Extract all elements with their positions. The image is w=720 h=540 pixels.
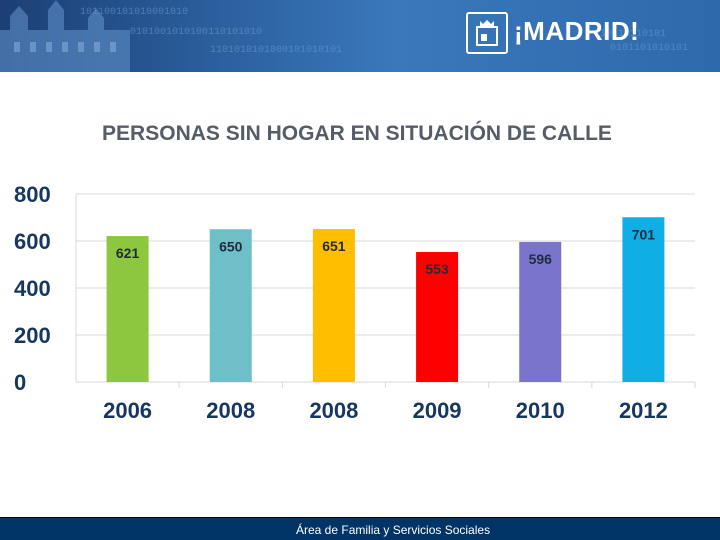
data-label: 651 (322, 238, 346, 254)
madrid-brand-text: ¡MADRID! (514, 16, 640, 46)
madrid-shield-icon (466, 12, 508, 54)
data-label: 553 (425, 261, 449, 277)
bar-2012 (622, 217, 665, 382)
y-tick-label: 600 (14, 229, 51, 254)
footer-bar: Área de Familia y Servicios Sociales (0, 517, 720, 540)
svg-text:1101010101000101010101: 1101010101000101010101 (210, 45, 342, 56)
x-tick-label: 2006 (103, 398, 152, 423)
bar-2009 (416, 252, 459, 382)
x-tick-label: 2009 (413, 398, 462, 423)
data-label: 621 (116, 245, 140, 261)
y-tick-label: 0 (14, 370, 26, 395)
x-tick-label: 2008 (206, 398, 255, 423)
chart-title: PERSONAS SIN HOGAR EN SITUACIÓN DE CALLE (102, 122, 612, 145)
data-label: 701 (632, 226, 656, 242)
bar-2008 (312, 229, 355, 382)
svg-text:10110110101: 10110110101 (600, 29, 666, 40)
svg-text:0101001010100110101010: 0101001010100110101010 (130, 27, 262, 38)
binary-pattern: 101100101010001010 010100101010011010101… (0, 0, 688, 72)
bar-2008 (209, 229, 252, 382)
data-label: 650 (219, 238, 243, 254)
bar-2010 (519, 241, 562, 382)
footer-label: Área de Familia y Servicios Sociales (296, 523, 491, 537)
madrid-logo[interactable]: ¡MADRID! (462, 8, 639, 58)
y-tick-label: 800 (14, 182, 51, 207)
header-banner: 101100101010001010 010100101010011010101… (0, 0, 720, 72)
svg-text:0101101010101: 0101101010101 (610, 43, 688, 54)
x-tick-label: 2008 (309, 398, 358, 423)
y-tick-label: 200 (14, 323, 51, 348)
bar-2006 (106, 236, 149, 382)
x-tick-label: 2010 (516, 398, 565, 423)
y-tick-label: 400 (14, 276, 51, 301)
svg-text:101100101010001010: 101100101010001010 (80, 7, 188, 18)
data-label: 596 (529, 251, 553, 267)
x-tick-label: 2012 (619, 398, 668, 423)
